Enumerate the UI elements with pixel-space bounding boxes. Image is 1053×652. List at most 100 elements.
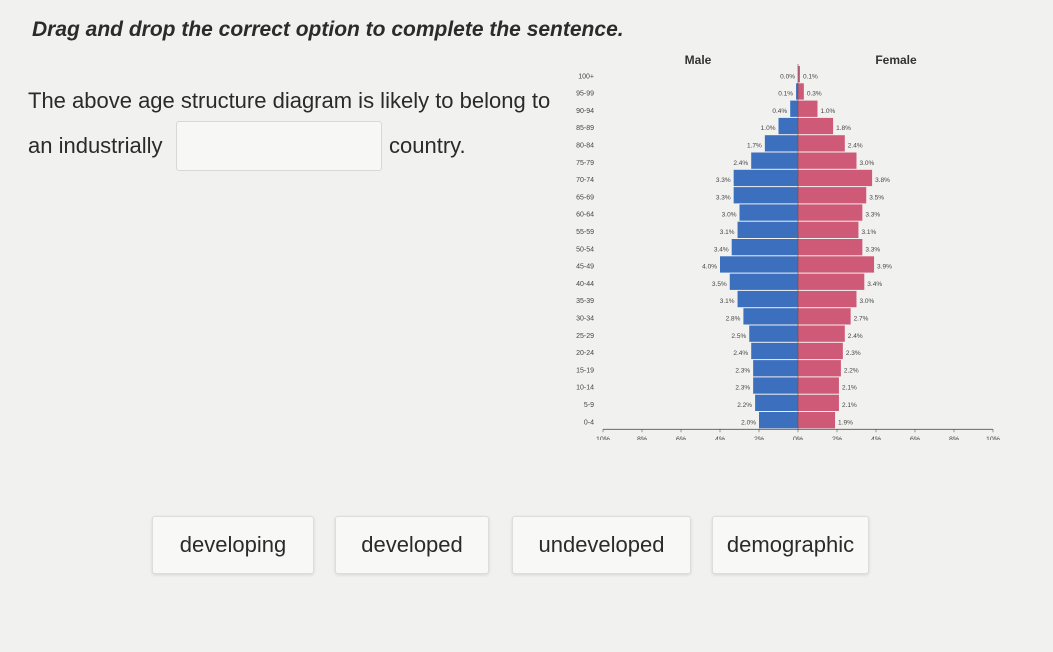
male-bar xyxy=(796,83,798,100)
age-group-label: 100+ xyxy=(578,73,594,80)
male-value-label: 1.0% xyxy=(761,125,776,132)
age-structure-diagram: Male Female 100+ 0.0% 0.1% 95-99 0.1% 0.3% 90-94… xyxy=(576,53,1000,440)
female-value-label: 1.0% xyxy=(821,108,836,115)
female-value-label: 1.8% xyxy=(836,125,851,132)
male-value-label: 2.2% xyxy=(737,402,752,409)
female-bar xyxy=(798,100,818,117)
age-group-label: 75-79 xyxy=(576,160,594,167)
age-group-label: 45-49 xyxy=(576,264,594,271)
female-bar xyxy=(798,256,875,273)
sentence-part2-end: country. xyxy=(389,133,466,158)
age-group-label: 35-39 xyxy=(576,298,594,305)
x-tick-label: 4% xyxy=(871,436,881,440)
male-bar xyxy=(737,221,798,238)
female-bar xyxy=(798,117,834,135)
x-tick-label: 2% xyxy=(754,436,764,440)
x-tick-label: 8% xyxy=(949,436,959,440)
female-bar xyxy=(798,135,845,152)
male-bar xyxy=(749,325,798,342)
x-tick-label: 10% xyxy=(596,436,610,440)
female-bar xyxy=(798,394,839,411)
female-value-label: 3.0% xyxy=(860,298,875,305)
female-value-label: 3.9% xyxy=(877,264,892,271)
age-group-label: 0-4 xyxy=(584,419,594,426)
answer-drop-zone[interactable] xyxy=(176,121,382,171)
female-bar xyxy=(798,342,843,360)
male-value-label: 3.1% xyxy=(720,298,735,305)
male-value-label: 0.4% xyxy=(772,108,787,115)
female-bar xyxy=(798,83,804,100)
x-tick-label: 0% xyxy=(793,436,803,440)
female-value-label: 3.0% xyxy=(860,160,875,167)
female-value-label: 1.9% xyxy=(838,419,853,426)
female-bar xyxy=(798,308,851,325)
male-value-label: 2.3% xyxy=(735,367,750,374)
female-bar xyxy=(798,66,800,83)
male-bar xyxy=(764,135,798,152)
female-value-label: 2.2% xyxy=(844,367,859,374)
female-value-label: 2.3% xyxy=(846,350,861,357)
male-bar xyxy=(743,308,798,325)
age-group-label: 85-89 xyxy=(576,125,594,132)
x-tick-label: 4% xyxy=(715,436,725,440)
age-group-label: 65-69 xyxy=(576,194,594,201)
age-group-label: 25-29 xyxy=(576,333,594,340)
female-bar xyxy=(798,360,841,377)
male-bar xyxy=(751,342,798,360)
female-bar xyxy=(798,412,836,429)
male-value-label: 2.8% xyxy=(726,316,741,323)
female-value-label: 2.1% xyxy=(842,402,857,409)
male-bar xyxy=(778,117,798,135)
male-bar xyxy=(790,100,798,117)
option-developing[interactable]: developing xyxy=(152,516,314,574)
female-value-label: 2.1% xyxy=(842,385,857,392)
male-bar xyxy=(755,394,798,411)
age-group-label: 15-19 xyxy=(576,367,594,374)
female-bar xyxy=(798,377,839,394)
male-bar xyxy=(759,412,798,429)
female-bar xyxy=(798,187,867,204)
male-bar xyxy=(753,360,798,377)
male-value-label: 0.0% xyxy=(780,73,795,80)
male-value-label: 3.5% xyxy=(712,281,727,288)
age-group-label: 90-94 xyxy=(576,108,594,115)
female-bar xyxy=(798,239,863,256)
female-bar xyxy=(798,290,857,308)
age-group-label: 70-74 xyxy=(576,177,594,184)
female-value-label: 3.3% xyxy=(865,246,880,253)
male-value-label: 2.4% xyxy=(733,160,748,167)
male-value-label: 2.3% xyxy=(735,385,750,392)
option-undeveloped[interactable]: undeveloped xyxy=(512,516,691,574)
age-group-label: 80-84 xyxy=(576,143,594,150)
age-group-label: 40-44 xyxy=(576,281,594,288)
male-bar xyxy=(720,256,798,273)
option-developed[interactable]: developed xyxy=(335,516,489,574)
male-value-label: 2.4% xyxy=(733,350,748,357)
female-bar xyxy=(798,152,857,169)
age-group-label: 20-24 xyxy=(576,350,594,357)
female-bar xyxy=(798,325,845,342)
male-value-label: 3.3% xyxy=(716,194,731,201)
female-value-label: 3.8% xyxy=(875,177,890,184)
female-value-label: 2.4% xyxy=(848,333,863,340)
instruction-text: Drag and drop the correct option to comp… xyxy=(32,18,624,41)
female-value-label: 0.1% xyxy=(803,73,818,80)
male-bar xyxy=(753,377,798,394)
male-value-label: 3.3% xyxy=(716,177,731,184)
male-value-label: 2.5% xyxy=(731,333,746,340)
female-value-label: 3.5% xyxy=(869,194,884,201)
male-bar xyxy=(729,273,798,290)
male-value-label: 4.0% xyxy=(702,264,717,271)
female-bar xyxy=(798,204,863,221)
male-value-label: 1.7% xyxy=(747,143,762,150)
male-bar xyxy=(737,290,798,308)
age-group-label: 60-64 xyxy=(576,212,594,219)
male-bar xyxy=(751,152,798,169)
male-value-label: 3.1% xyxy=(720,229,735,236)
male-value-label: 3.0% xyxy=(722,212,737,219)
x-tick-label: 8% xyxy=(637,436,647,440)
female-value-label: 3.4% xyxy=(867,281,882,288)
male-value-label: 2.0% xyxy=(741,419,756,426)
option-demographic[interactable]: demographic xyxy=(712,516,869,574)
age-group-label: 30-34 xyxy=(576,316,594,323)
